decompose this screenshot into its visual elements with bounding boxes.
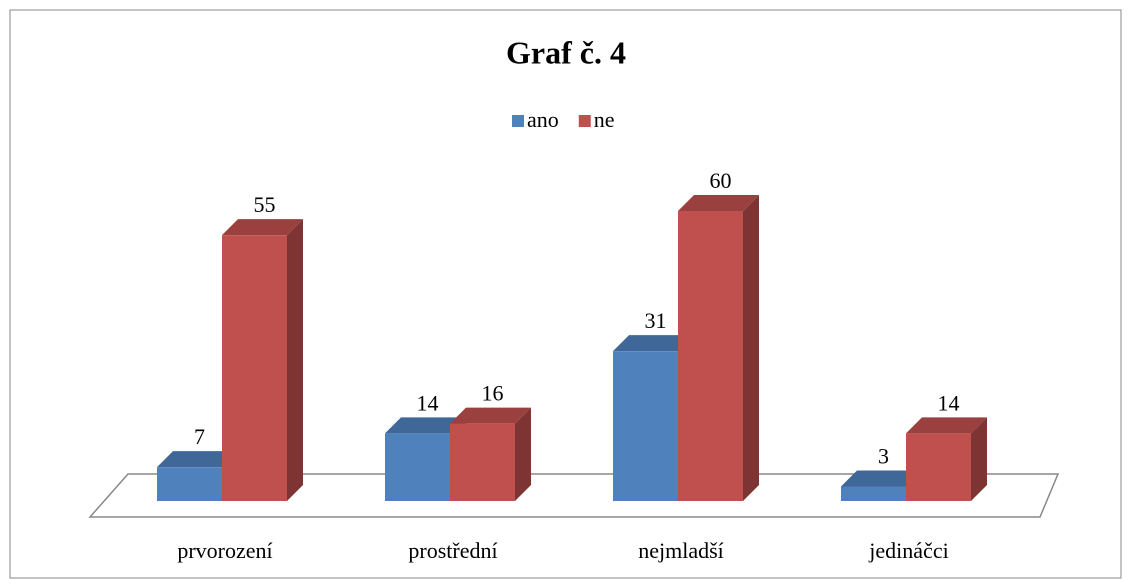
bar-top (450, 407, 531, 424)
bar-top (841, 470, 922, 487)
legend-swatch (578, 115, 591, 127)
bar (906, 433, 971, 501)
bar (678, 211, 743, 501)
x-tick-label: jedináčci (868, 538, 948, 563)
bar-side (287, 219, 303, 501)
x-tick-label: nejmladší (638, 538, 724, 563)
bar-top (385, 417, 466, 434)
bar (613, 351, 678, 501)
bar-top (906, 417, 987, 434)
legend-label: ne (594, 107, 615, 132)
data-label: 16 (482, 381, 504, 406)
data-label: 55 (254, 192, 276, 217)
bar-top (157, 451, 238, 468)
legend-swatch (512, 115, 524, 127)
bar (157, 467, 222, 501)
chart-title: Graf č. 4 (506, 34, 626, 70)
bar (450, 423, 515, 501)
x-tick-label: prvorození (177, 538, 272, 563)
data-label: 14 (938, 390, 960, 415)
data-label: 60 (710, 168, 732, 193)
bar-side (971, 417, 987, 501)
data-label: 14 (417, 390, 439, 415)
floor (88, 473, 1060, 518)
bar-top (222, 219, 303, 236)
x-tick-label: prostřední (408, 538, 497, 563)
bar-side (743, 195, 759, 501)
bar-top (613, 335, 694, 352)
bar (222, 235, 287, 501)
data-label: 7 (194, 424, 205, 449)
bar (841, 486, 906, 501)
bar-top (678, 195, 759, 211)
bar-side (515, 407, 531, 501)
data-label: 31 (645, 308, 667, 333)
bar (385, 433, 450, 501)
legend-label: ano (527, 107, 559, 132)
data-label: 3 (878, 444, 889, 469)
